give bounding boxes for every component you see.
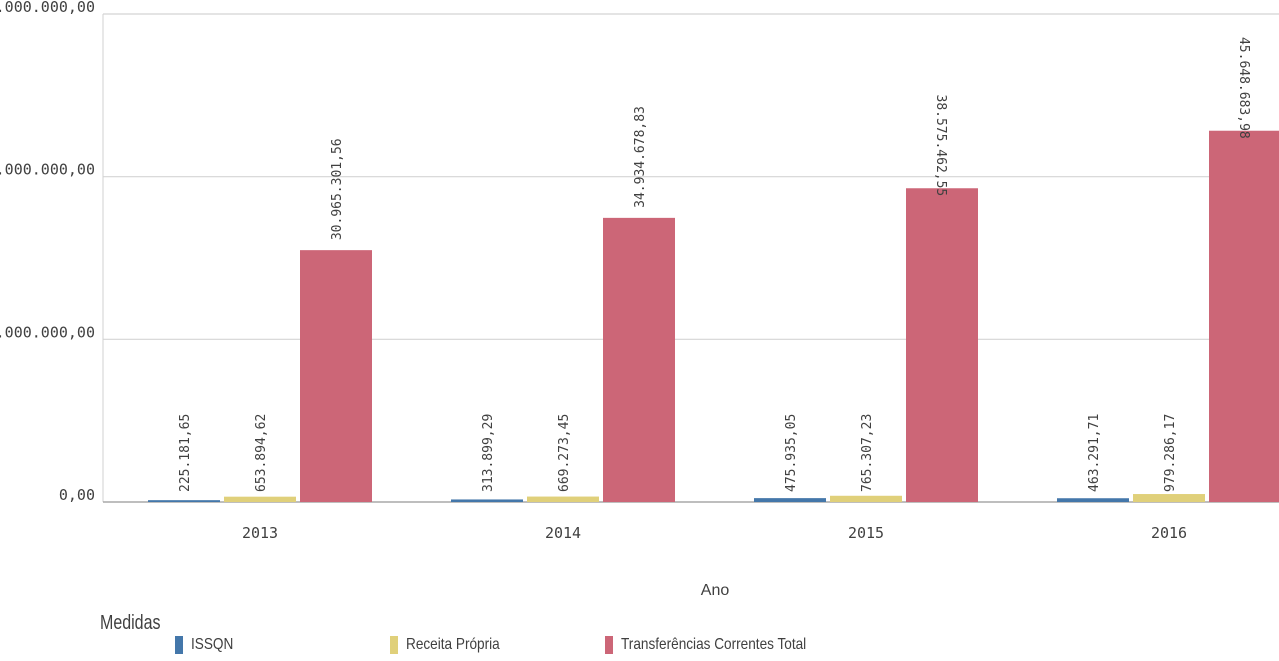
x-tick-label: 2013 (242, 524, 278, 542)
value-label: 225.181,65 (178, 414, 193, 492)
y-tick-label: 60.000.000,00 (0, 0, 95, 16)
legend: Medidas ISSQN Receita Própria Transferên… (100, 612, 1260, 660)
bar-receita-pr-pria-2013[interactable] (224, 496, 296, 502)
bars (148, 130, 1279, 502)
bar-receita-pr-pria-2016[interactable] (1133, 494, 1205, 502)
bar-transfer-ncias-correntes-total-2013[interactable] (300, 250, 372, 502)
legend-label-transferencias: Transferências Correntes Total (621, 636, 807, 653)
bar-issqn-2015[interactable] (754, 498, 826, 502)
bar-transfer-ncias-correntes-total-2014[interactable] (603, 217, 675, 502)
y-tick-label: 0,00 (59, 486, 95, 504)
legend-item-issqn[interactable]: ISSQN (175, 636, 241, 654)
value-label: 34.934.678,83 (633, 106, 648, 208)
value-label: 475.935,05 (784, 414, 799, 492)
value-label: 38.575.462,55 (933, 95, 948, 197)
x-tick-label: 2015 (848, 524, 884, 542)
bar-issqn-2014[interactable] (451, 499, 523, 502)
value-label: 669.273,45 (557, 414, 572, 492)
x-axis-ticks: 2013 2014 2015 2016 (242, 524, 1187, 542)
y-tick-label: 40.000.000,00 (0, 161, 95, 179)
legend-item-receita-propria[interactable]: Receita Própria (390, 636, 516, 654)
bar-transfer-ncias-correntes-total-2016[interactable] (1209, 130, 1279, 502)
value-labels: 225.181,65 653.894,62 30.965.301,56 313.899… (178, 37, 1251, 492)
value-label: 765.307,23 (860, 414, 875, 492)
y-tick-label: 20.000.000,00 (0, 323, 95, 341)
legend-swatch-issqn (175, 636, 183, 654)
legend-label-receita-propria: Receita Própria (406, 636, 500, 653)
value-label: 30.965.301,56 (330, 138, 345, 240)
value-label: 463.291,71 (1087, 414, 1102, 492)
y-axis-ticks: 0,00 20.000.000,00 40.000.000,00 60.000.000… (0, 0, 95, 504)
value-label: 45.648.683,98 (1236, 37, 1251, 139)
gridlines (102, 13, 1279, 503)
x-tick-label: 2016 (1151, 524, 1187, 542)
value-label: 653.894,62 (254, 414, 269, 492)
value-label: 313.899,29 (481, 414, 496, 492)
bar-receita-pr-pria-2014[interactable] (527, 496, 599, 502)
bar-issqn-2016[interactable] (1057, 498, 1129, 502)
x-axis-title: Ano (701, 582, 730, 599)
legend-item-transferencias[interactable]: Transferências Correntes Total (605, 636, 839, 654)
legend-swatch-receita-propria (390, 636, 398, 654)
legend-label-issqn: ISSQN (191, 636, 234, 653)
bar-issqn-2013[interactable] (148, 500, 220, 502)
bar-receita-pr-pria-2015[interactable] (830, 495, 902, 502)
legend-swatch-transferencias (605, 636, 613, 654)
legend-title: Medidas (100, 612, 161, 634)
x-tick-label: 2014 (545, 524, 581, 542)
bar-transfer-ncias-correntes-total-2015[interactable] (906, 188, 978, 502)
value-label: 979.286,17 (1163, 414, 1178, 492)
